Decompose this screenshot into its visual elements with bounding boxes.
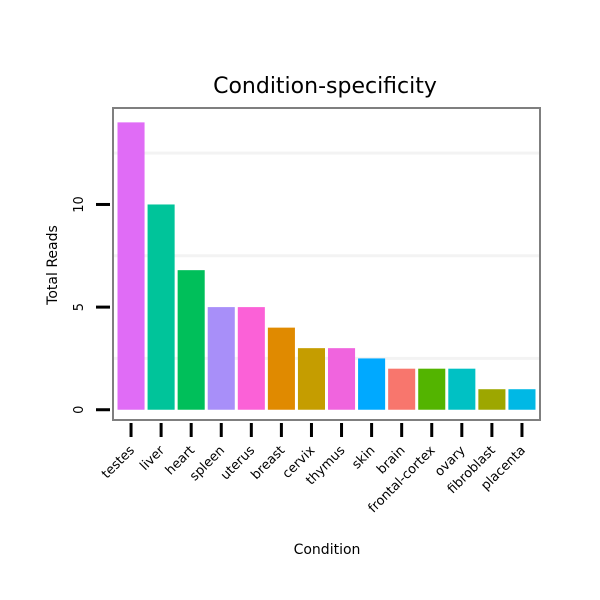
bar-liver	[147, 204, 175, 410]
bar-thymus	[328, 348, 356, 410]
bar-placenta	[508, 389, 536, 410]
y-tick-label-0: 0	[72, 406, 87, 414]
bar-breast	[267, 327, 295, 410]
bar-cervix	[297, 348, 325, 410]
chart-title: Condition-specificity	[213, 74, 437, 99]
plot-border	[112, 107, 541, 421]
y-tick-label-5: 5	[72, 303, 87, 311]
y-axis-title: Total Reads	[45, 225, 61, 306]
y-tick-label-10: 10	[72, 196, 87, 213]
bar-fibroblast	[478, 389, 506, 410]
plot-background	[113, 108, 540, 420]
bar-ovary	[448, 368, 476, 410]
plot-area: testes liverheartspleenuterusbreastcervix…	[72, 107, 541, 516]
bar-frontal-cortex	[418, 368, 446, 410]
x-tick-label-testes: testes	[99, 443, 138, 482]
x-tick-label-breast: breast	[249, 443, 289, 483]
bar-skin	[358, 358, 386, 410]
bar-testes	[117, 122, 145, 410]
bar-uterus	[237, 307, 265, 410]
bar-spleen	[207, 307, 235, 410]
x-axis-title: Condition	[294, 542, 361, 558]
bar-heart	[177, 270, 205, 410]
bar-brain	[388, 368, 416, 410]
